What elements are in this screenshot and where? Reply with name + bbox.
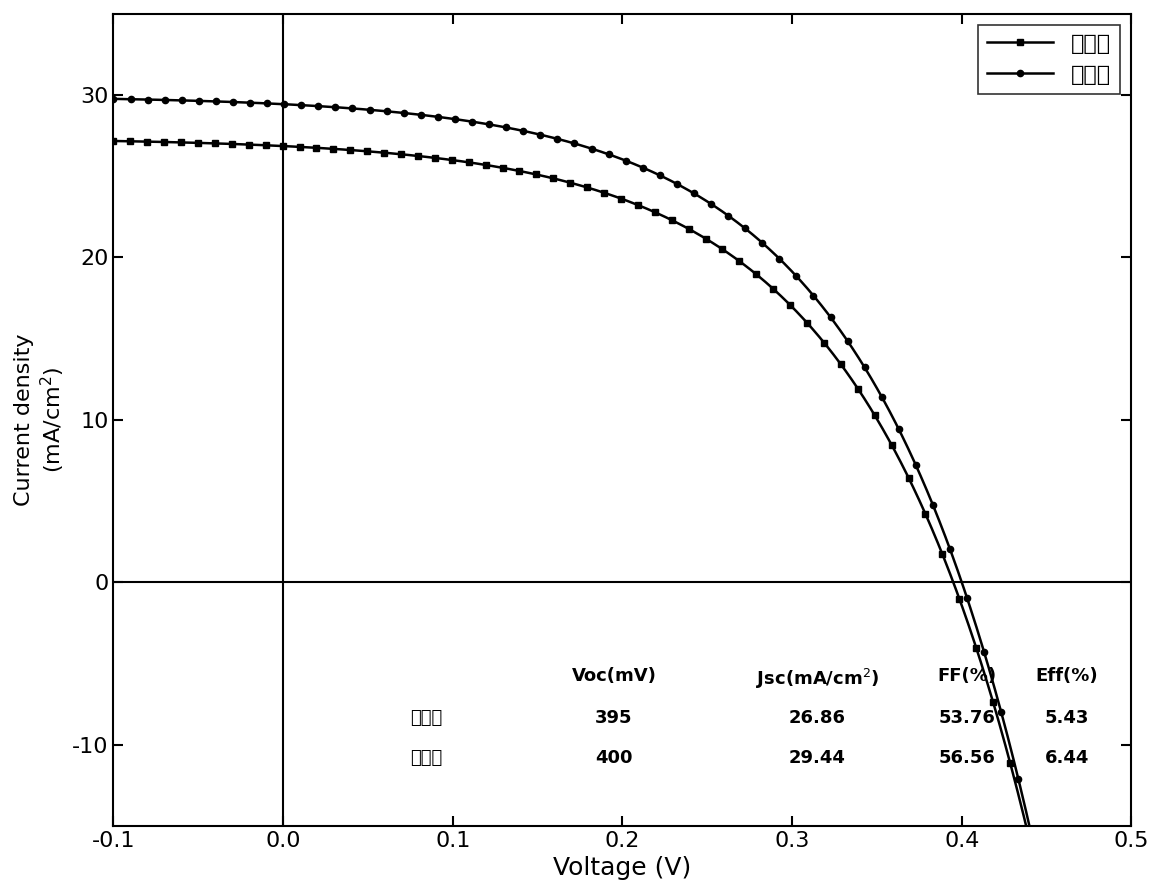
处理前 (107, 136, 121, 147)
Text: 56.56: 56.56 (939, 749, 996, 767)
处理后 (345, 103, 359, 114)
Text: Voc(mV): Voc(mV) (571, 667, 656, 685)
Text: 29.44: 29.44 (789, 749, 846, 767)
Y-axis label: Current density
(mA/cm$^2$): Current density (mA/cm$^2$) (14, 333, 66, 506)
Text: 6.44: 6.44 (1044, 749, 1089, 767)
处理后 (806, 291, 820, 301)
Text: FF(%): FF(%) (937, 667, 997, 685)
Text: 400: 400 (595, 749, 633, 767)
处理后 (271, 98, 285, 109)
处理前 (649, 207, 663, 218)
Line: 处理后: 处理后 (110, 96, 1047, 891)
Line: 处理前: 处理前 (110, 138, 1037, 865)
处理后 (1036, 883, 1050, 894)
处理前 (343, 145, 357, 156)
Legend: 处理前, 处理后: 处理前, 处理后 (978, 25, 1120, 94)
处理前 (523, 168, 537, 179)
处理前 (1028, 856, 1042, 867)
Text: Jsc(mA/cm$^2$): Jsc(mA/cm$^2$) (756, 667, 879, 691)
处理后 (727, 215, 741, 225)
处理后 (527, 128, 541, 139)
Text: 26.86: 26.86 (789, 709, 846, 727)
处理前 (722, 249, 736, 259)
Text: Eff(%): Eff(%) (1035, 667, 1098, 685)
Text: 处理前: 处理前 (411, 709, 443, 727)
Text: 395: 395 (595, 709, 633, 727)
Text: 处理后: 处理后 (411, 749, 443, 767)
处理后 (655, 171, 669, 181)
处理前 (270, 140, 284, 151)
处理后 (107, 94, 121, 105)
Text: 5.43: 5.43 (1044, 709, 1089, 727)
Text: 53.76: 53.76 (939, 709, 996, 727)
X-axis label: Voltage (V): Voltage (V) (554, 856, 692, 880)
处理前 (800, 317, 814, 328)
